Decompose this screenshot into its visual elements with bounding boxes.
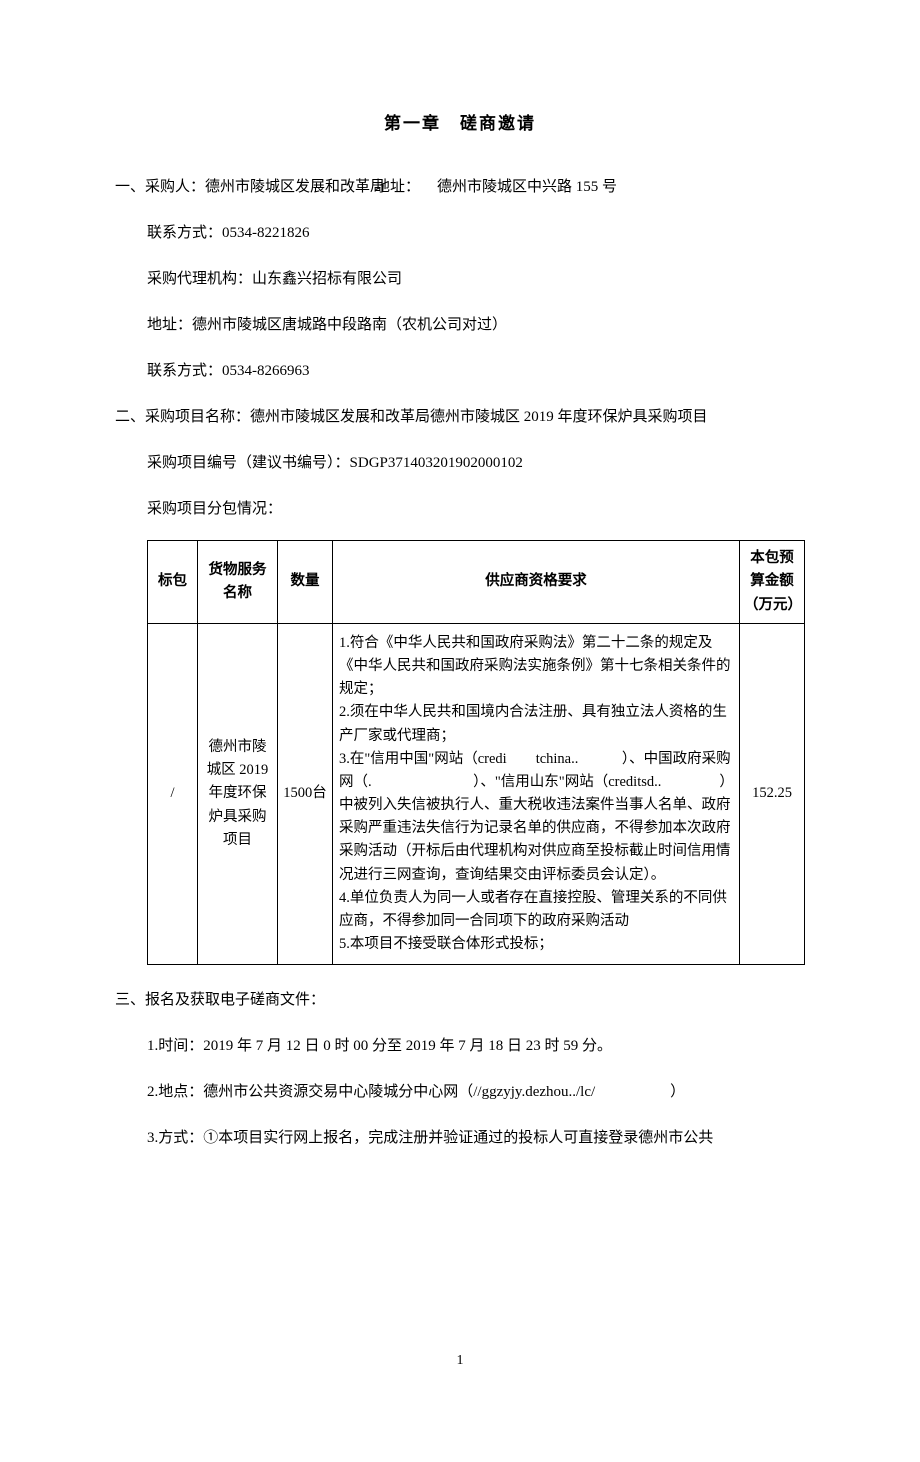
package-table: 标包 货物服务名称 数量 供应商资格要求 本包预算金额（万元） / 德州市陵城区… xyxy=(147,540,805,965)
table-header-row: 标包 货物服务名称 数量 供应商资格要求 本包预算金额（万元） xyxy=(148,541,805,624)
agency-value: 山东鑫兴招标有限公司 xyxy=(252,271,402,287)
project-name-value: 德州市陵城区发展和改革局德州市陵城区 2019 年度环保炉具采购项目 xyxy=(250,409,708,425)
s1-prefix: 一、 xyxy=(115,179,145,195)
purchaser-value: 德州市陵城区发展和改革局 xyxy=(205,179,385,195)
s3-title: 报名及获取电子磋商文件： xyxy=(145,992,325,1008)
s3-item2: 2.地点：德州市公共资源交易中心陵城分中心网（//ggzyjy.dezhou..… xyxy=(115,1077,805,1107)
cell-qty: 1500台 xyxy=(278,623,333,965)
table-wrap: 标包 货物服务名称 数量 供应商资格要求 本包预算金额（万元） / 德州市陵城区… xyxy=(115,540,805,965)
section-3: 三、报名及获取电子磋商文件： 1.时间：2019 年 7 月 12 日 0 时 … xyxy=(115,985,805,1153)
project-no-value: SDGP371403201902000102 xyxy=(350,455,523,471)
purchaser-line: 一、采购人：德州市陵城区发展和改革局 地址：德州市陵城区中兴路 155 号 xyxy=(115,172,805,202)
pkg-label: 采购项目分包情况： xyxy=(147,501,282,517)
section-1: 一、采购人：德州市陵城区发展和改革局地址：德州市陵城区中兴路 155 号 联系方… xyxy=(115,172,805,386)
s2-prefix: 二、 xyxy=(115,409,145,425)
th-qty: 数量 xyxy=(278,541,333,624)
cell-name: 德州市陵城区 2019年度环保炉具采购项目 xyxy=(198,623,278,965)
pkg-line: 采购项目分包情况： xyxy=(115,494,805,524)
project-no-line: 采购项目编号（建议书编号）：SDGP371403201902000102 xyxy=(115,448,805,478)
project-name-line: 二、采购项目名称：德州市陵城区发展和改革局德州市陵城区 2019 年度环保炉具采… xyxy=(115,402,805,432)
agency-label: 采购代理机构： xyxy=(147,271,252,287)
req-item: 1.符合《中华人民共和国政府采购法》第二十二条的规定及《中华人民共和国政府采购法… xyxy=(339,632,733,702)
agency-addr-line: 地址：德州市陵城区唐城路中段路南（农机公司对过） xyxy=(115,310,805,340)
contact-label: 联系方式： xyxy=(147,225,222,241)
address-label: 地址： xyxy=(407,172,437,202)
th-name: 货物服务名称 xyxy=(198,541,278,624)
s3-item3: 3.方式：①本项目实行网上报名，完成注册并验证通过的投标人可直接登录德州市公共 xyxy=(115,1123,805,1153)
req-item: 5.本项目不接受联合体形式投标； xyxy=(339,933,733,956)
cell-req: 1.符合《中华人民共和国政府采购法》第二十二条的规定及《中华人民共和国政府采购法… xyxy=(333,623,740,965)
contact-line: 联系方式：0534-8221826 xyxy=(115,218,805,248)
s3-item1: 1.时间：2019 年 7 月 12 日 0 时 00 分至 2019 年 7 … xyxy=(115,1031,805,1061)
agency-addr-value: 德州市陵城区唐城路中段路南（农机公司对过） xyxy=(192,317,507,333)
agency-contact-label: 联系方式： xyxy=(147,363,222,379)
chapter-title: 第一章 磋商邀请 xyxy=(115,110,805,137)
purchaser-label: 采购人： xyxy=(145,179,205,195)
agency-contact-line: 联系方式：0534-8266963 xyxy=(115,356,805,386)
cell-biaobao: / xyxy=(148,623,198,965)
project-name-label: 采购项目名称： xyxy=(145,409,250,425)
contact-value: 0534-8221826 xyxy=(222,225,310,241)
address-value: 德州市陵城区中兴路 155 号 xyxy=(437,179,617,195)
req-item: 2.须在中华人民共和国境内合法注册、具有独立法人资格的生产厂家或代理商； xyxy=(339,701,733,747)
cell-budget: 152.25 xyxy=(740,623,805,965)
th-biaobao: 标包 xyxy=(148,541,198,624)
agency-line: 采购代理机构：山东鑫兴招标有限公司 xyxy=(115,264,805,294)
table-row: / 德州市陵城区 2019年度环保炉具采购项目 1500台 1.符合《中华人民共… xyxy=(148,623,805,965)
agency-contact-value: 0534-8266963 xyxy=(222,363,310,379)
th-budget: 本包预算金额（万元） xyxy=(740,541,805,624)
req-item: 4.单位负责人为同一人或者存在直接控股、管理关系的不同供应商，不得参加同一合同项… xyxy=(339,887,733,933)
req-item: 3.在"信用中国"网站（credi tchina.. ）、中国政府采购网（. ）… xyxy=(339,748,733,887)
section-2: 二、采购项目名称：德州市陵城区发展和改革局德州市陵城区 2019 年度环保炉具采… xyxy=(115,402,805,965)
th-req: 供应商资格要求 xyxy=(333,541,740,624)
page-number: 1 xyxy=(115,1350,805,1372)
project-no-label: 采购项目编号（建议书编号）： xyxy=(147,455,350,471)
agency-addr-label: 地址： xyxy=(147,317,192,333)
s3-prefix: 三、 xyxy=(115,992,145,1008)
s3-title-line: 三、报名及获取电子磋商文件： xyxy=(115,985,805,1015)
